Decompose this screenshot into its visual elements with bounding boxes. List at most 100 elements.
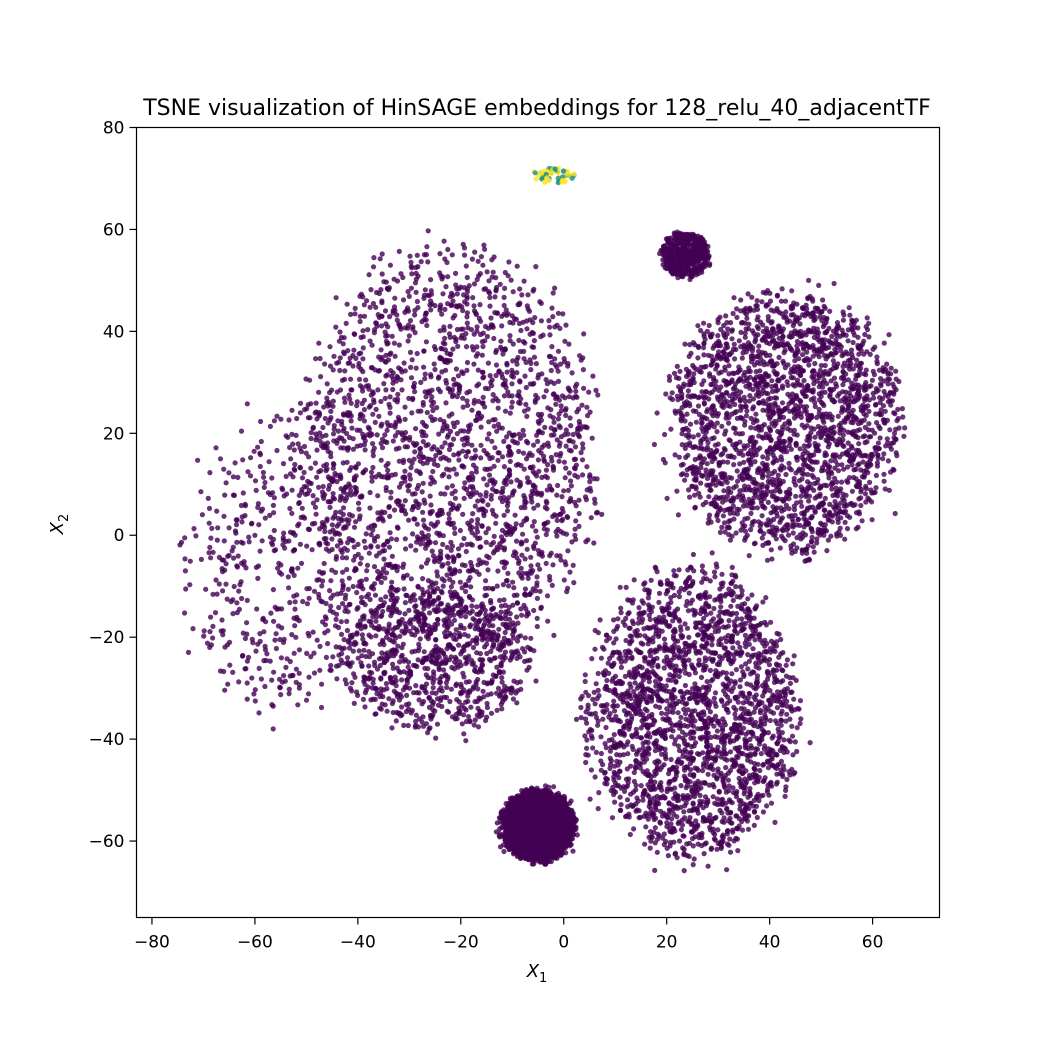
scatter-point bbox=[467, 426, 473, 432]
scatter-point bbox=[469, 442, 475, 448]
scatter-point bbox=[379, 421, 385, 427]
scatter-point bbox=[426, 726, 432, 732]
scatter-point bbox=[729, 411, 735, 417]
scatter-point bbox=[521, 466, 527, 472]
scatter-point bbox=[468, 584, 474, 590]
scatter-point bbox=[270, 502, 276, 508]
scatter-point bbox=[280, 542, 286, 548]
scatter-point bbox=[368, 544, 374, 550]
scatter-point bbox=[457, 568, 463, 574]
scatter-point bbox=[845, 440, 851, 446]
scatter-point bbox=[329, 387, 335, 393]
scatter-point bbox=[223, 480, 229, 486]
scatter-point bbox=[438, 456, 444, 462]
scatter-point bbox=[448, 507, 454, 513]
scatter-point bbox=[458, 651, 464, 657]
scatter-point bbox=[240, 540, 246, 546]
scatter-point bbox=[413, 264, 419, 271]
scatter-point bbox=[574, 394, 580, 400]
scatter-point bbox=[869, 377, 876, 383]
scatter-point bbox=[431, 457, 437, 463]
scatter-point bbox=[782, 438, 788, 445]
scatter-point bbox=[696, 490, 702, 496]
scatter-point bbox=[449, 491, 455, 497]
scatter-point bbox=[356, 506, 362, 512]
scatter-point bbox=[292, 461, 298, 468]
scatter-point bbox=[455, 546, 462, 552]
scatter-point bbox=[482, 466, 488, 472]
scatter-point bbox=[407, 598, 414, 604]
scatter-point bbox=[479, 352, 485, 358]
scatter-point bbox=[829, 333, 835, 339]
scatter-point bbox=[547, 324, 553, 330]
scatter-point bbox=[205, 495, 211, 501]
scatter-point bbox=[324, 400, 330, 406]
scatter-point bbox=[503, 560, 509, 566]
scatter-point bbox=[467, 689, 473, 695]
scatter-point bbox=[452, 495, 458, 501]
scatter-point bbox=[378, 398, 384, 405]
scatter-point bbox=[216, 581, 222, 587]
scatter-point bbox=[469, 256, 475, 262]
scatter-point bbox=[406, 457, 412, 463]
scatter-point bbox=[390, 627, 396, 633]
scatter-point bbox=[484, 436, 490, 442]
scatter-point bbox=[450, 420, 456, 426]
scatter-point bbox=[848, 361, 854, 367]
scatter-point bbox=[781, 350, 787, 356]
scatter-point bbox=[461, 464, 467, 470]
scatter-point bbox=[504, 434, 510, 440]
scatter-point bbox=[477, 610, 483, 616]
scatter-point bbox=[524, 475, 531, 481]
scatter-point bbox=[510, 370, 516, 376]
scatter-point bbox=[701, 364, 707, 370]
scatter-point bbox=[532, 471, 538, 477]
scatter-point bbox=[400, 297, 407, 303]
scatter-point bbox=[295, 523, 301, 529]
scatter-point bbox=[360, 696, 366, 703]
scatter-point bbox=[372, 592, 379, 598]
scatter-point bbox=[323, 546, 329, 552]
scatter-point bbox=[541, 526, 547, 532]
scatter-point bbox=[305, 415, 311, 421]
scatter-point bbox=[325, 628, 331, 634]
scatter-point bbox=[880, 456, 886, 462]
scatter-point bbox=[515, 651, 521, 657]
scatter-point bbox=[405, 289, 411, 295]
scatter-point bbox=[256, 665, 262, 672]
scatter-point bbox=[711, 450, 718, 456]
scatter-point bbox=[534, 623, 540, 630]
scatter-point bbox=[370, 264, 377, 270]
scatter-point bbox=[410, 531, 416, 537]
scatter-point bbox=[467, 624, 473, 630]
scatter-point bbox=[260, 615, 266, 621]
scatter-point bbox=[361, 674, 367, 680]
scatter-point bbox=[489, 377, 495, 383]
scatter-point bbox=[416, 697, 422, 703]
scatter-point bbox=[290, 474, 296, 480]
scatter-point bbox=[370, 696, 376, 702]
scatter-point bbox=[257, 631, 263, 637]
scatter-point bbox=[415, 504, 421, 511]
scatter-point bbox=[707, 373, 713, 379]
scatter-point bbox=[302, 407, 308, 413]
scatter-point bbox=[302, 491, 309, 497]
scatter-point bbox=[684, 411, 690, 417]
scatter-point bbox=[360, 356, 366, 362]
scatter-point bbox=[840, 374, 846, 380]
scatter-point bbox=[413, 270, 419, 276]
scatter-point bbox=[795, 517, 801, 523]
scatter-point bbox=[310, 500, 316, 506]
scatter-point bbox=[524, 609, 531, 615]
scatter-point bbox=[204, 640, 211, 646]
scatter-point bbox=[806, 498, 812, 504]
scatter-point bbox=[325, 499, 331, 505]
scatter-point bbox=[447, 294, 453, 300]
scatter-point bbox=[512, 512, 518, 518]
scatter-point bbox=[420, 576, 426, 582]
scatter-point bbox=[569, 370, 575, 376]
scatter-point bbox=[427, 653, 433, 659]
scatter-point bbox=[405, 659, 412, 665]
scatter-point bbox=[450, 346, 456, 352]
scatter-point bbox=[858, 360, 865, 366]
